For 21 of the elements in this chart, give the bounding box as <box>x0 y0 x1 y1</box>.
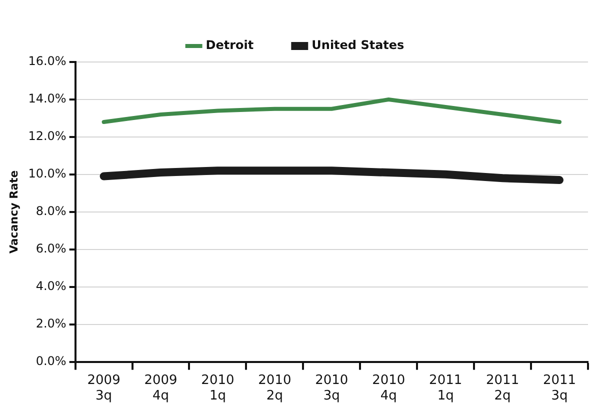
y-tick-label: 0.0% <box>36 354 66 368</box>
y-tick-label: 16.0% <box>28 54 66 68</box>
y-axis-title: Vacancy Rate <box>7 170 20 254</box>
x-tick-label: 2011 1q <box>429 372 462 404</box>
x-tick-label: 2009 3q <box>87 372 120 404</box>
x-tick-label: 2010 2q <box>258 372 292 404</box>
y-tick-label: 4.0% <box>36 278 66 293</box>
y-tick-label: 12.0% <box>28 129 66 144</box>
x-tick-label: 2010 1q <box>201 372 234 404</box>
legend-label: Detroit <box>206 38 254 52</box>
x-tick-label: 2010 4q <box>372 372 406 404</box>
x-tick-label: 2010 3q <box>315 372 348 404</box>
y-tick-label: 6.0% <box>36 242 66 256</box>
legend-label: United States <box>312 38 404 52</box>
x-tick-label: 2009 4q <box>144 372 178 404</box>
x-tick-label: 2011 2q <box>486 372 520 404</box>
y-tick-label: 14.0% <box>28 92 66 106</box>
y-tick-label: 8.0% <box>36 204 66 218</box>
x-tick-label: 2011 3q <box>542 372 576 404</box>
y-tick-label: 2.0% <box>36 316 66 330</box>
y-tick-label: 10.0% <box>28 166 66 181</box>
